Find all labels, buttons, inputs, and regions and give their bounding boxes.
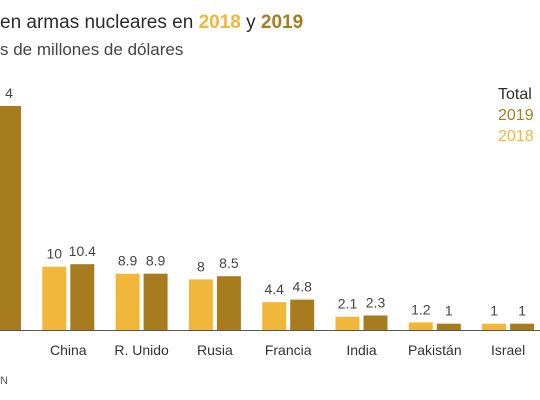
- chart-title: en armas nucleares en 2018 y 2019: [0, 12, 303, 34]
- bar-2019-israel: [510, 323, 535, 330]
- source-note: N: [0, 375, 8, 387]
- data-label-2018-china: 10: [47, 246, 63, 262]
- chart-legend: Total 2019 2018: [498, 84, 534, 147]
- x-tick-label-r-unido: R. Unido: [114, 342, 169, 358]
- chart-subtitle: s de millones de dólares: [0, 40, 184, 59]
- bar-2018-china: [42, 266, 67, 330]
- data-label-2018-india: 2.1: [338, 296, 358, 312]
- data-label-2019-francia: 4.8: [292, 279, 312, 295]
- bar-2019-china: [70, 264, 95, 330]
- bar-2019-truncated: [0, 106, 21, 330]
- x-tick-label-india: India: [346, 342, 377, 358]
- data-label-2018-r-unido: 8.9: [118, 253, 138, 269]
- legend-total: Total: [498, 86, 532, 103]
- data-label-2019-israel: 1: [518, 303, 526, 319]
- data-label-2019-china: 10.4: [69, 243, 96, 259]
- data-label-2019-india: 2.3: [366, 294, 386, 310]
- x-tick-label-pakistan: Pakistán: [408, 342, 462, 358]
- data-label-2018-francia: 4.4: [264, 281, 284, 297]
- data-label-2019-pakistan: 1: [445, 303, 453, 319]
- data-label-2018-israel: 1: [490, 303, 498, 319]
- bar-2019-pakistan: [436, 323, 461, 330]
- data-label-2018-pakistan: 1.2: [411, 301, 431, 317]
- legend-2018: 2018: [498, 128, 534, 145]
- x-tick-label-israel: Israel: [491, 342, 525, 358]
- data-label-2018-rusia: 8: [197, 258, 205, 274]
- data-label-2019-rusia: 8.5: [219, 255, 239, 271]
- bar-2019-rusia: [216, 276, 241, 330]
- data-label-2019-truncated: 4: [5, 85, 13, 101]
- bar-2019-r-unido: [143, 273, 168, 330]
- chart-title-year-2018: 2018: [198, 12, 241, 33]
- chart-title-joiner: y: [240, 12, 261, 33]
- bar-2018-india: [335, 316, 360, 330]
- data-label-2019-r-unido: 8.9: [146, 253, 166, 269]
- bar-2019-india: [363, 315, 388, 330]
- bar-2019-francia: [290, 299, 315, 330]
- bar-2018-francia: [262, 302, 287, 330]
- chart-title-year-2019: 2019: [260, 12, 304, 33]
- bar-2018-pakistan: [408, 322, 433, 330]
- x-tick-label-china: China: [50, 342, 87, 358]
- legend-2019: 2019: [498, 107, 534, 124]
- bar-2018-israel: [482, 323, 507, 330]
- x-tick-label-rusia: Rusia: [197, 342, 233, 358]
- bar-2018-rusia: [188, 279, 213, 330]
- chart-title-prefix: en armas nucleares en: [0, 12, 199, 33]
- x-tick-label-francia: Francia: [265, 342, 312, 358]
- bar-2018-r-unido: [115, 273, 140, 330]
